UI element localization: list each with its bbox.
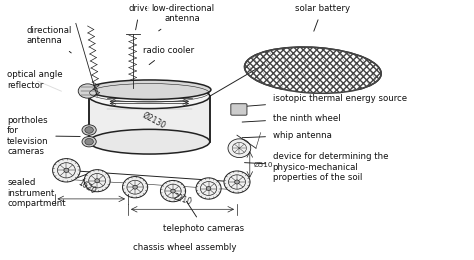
Text: Ø510: Ø510 [254, 161, 273, 167]
Text: directional
antenna: directional antenna [26, 26, 72, 53]
Ellipse shape [84, 170, 110, 192]
Ellipse shape [224, 171, 250, 193]
Ellipse shape [160, 180, 185, 202]
Text: solar battery: solar battery [295, 4, 350, 31]
Text: device for determining the
physico-mechanical
properties of the soil: device for determining the physico-mecha… [245, 152, 388, 182]
Text: optical angle
reflector: optical angle reflector [7, 70, 63, 91]
Text: telephoto cameras: telephoto cameras [163, 201, 245, 233]
Ellipse shape [85, 138, 93, 145]
Ellipse shape [89, 84, 210, 109]
Ellipse shape [53, 159, 80, 182]
Ellipse shape [64, 168, 69, 172]
Text: drive: drive [129, 4, 151, 30]
Text: radio cooler: radio cooler [143, 46, 194, 65]
Ellipse shape [171, 189, 175, 193]
Text: sealed
instrument
compartment: sealed instrument compartment [7, 171, 95, 208]
Text: whip antenna: whip antenna [242, 131, 331, 140]
Text: 2210: 2210 [172, 193, 193, 207]
Ellipse shape [235, 180, 239, 184]
Ellipse shape [122, 177, 147, 198]
Ellipse shape [206, 187, 211, 190]
Ellipse shape [78, 84, 97, 98]
Text: isotopic thermal energy source: isotopic thermal energy source [245, 94, 407, 106]
FancyBboxPatch shape [231, 104, 247, 115]
Ellipse shape [82, 125, 96, 135]
Ellipse shape [133, 185, 137, 189]
Ellipse shape [88, 80, 211, 100]
Text: the ninth wheel: the ninth wheel [242, 114, 340, 123]
Ellipse shape [89, 129, 210, 154]
Text: 1620: 1620 [76, 178, 97, 196]
Text: Ø2130: Ø2130 [141, 110, 167, 130]
Text: low-directional
antenna: low-directional antenna [151, 4, 214, 31]
Ellipse shape [196, 178, 221, 199]
Ellipse shape [245, 47, 381, 93]
Text: chassis wheel assembly: chassis wheel assembly [133, 243, 237, 252]
Polygon shape [89, 96, 210, 142]
Ellipse shape [85, 127, 93, 133]
Ellipse shape [95, 179, 100, 183]
Ellipse shape [82, 136, 96, 147]
Ellipse shape [228, 139, 251, 158]
Text: portholes
for
television
cameras: portholes for television cameras [7, 116, 80, 156]
